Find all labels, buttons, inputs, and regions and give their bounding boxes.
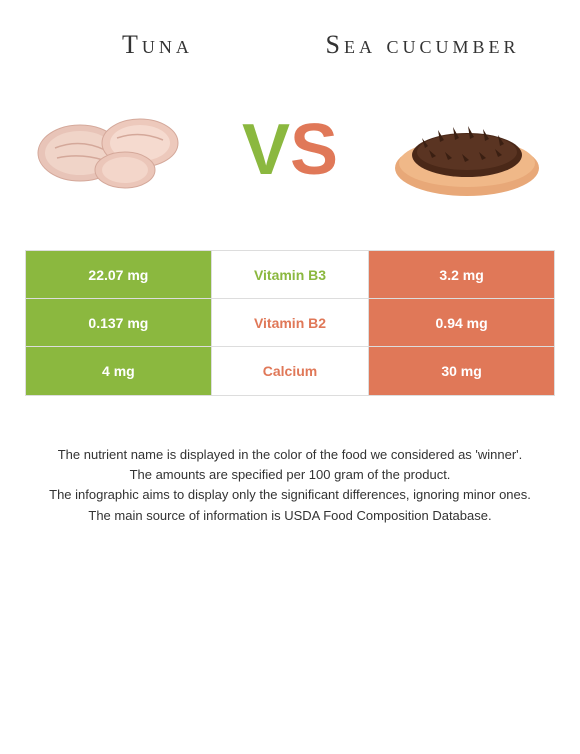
footer: The nutrient name is displayed in the co… [25, 446, 555, 525]
footer-line: The nutrient name is displayed in the co… [35, 446, 545, 464]
cell-right-value: 0.94 mg [369, 299, 554, 346]
images-row: VS [25, 100, 555, 200]
footer-line: The amounts are specified per 100 gram o… [35, 466, 545, 484]
table-row: 4 mg Calcium 30 mg [26, 347, 554, 395]
cell-nutrient: Calcium [211, 347, 369, 395]
cell-left-value: 22.07 mg [26, 251, 211, 298]
title-right: Sea cucumber [290, 30, 555, 60]
table-row: 22.07 mg Vitamin B3 3.2 mg [26, 251, 554, 299]
cell-nutrient: Vitamin B3 [211, 251, 369, 298]
header: Tuna Sea cucumber [25, 30, 555, 60]
cell-left-value: 4 mg [26, 347, 211, 395]
cell-nutrient: Vitamin B2 [211, 299, 369, 346]
cell-right-value: 30 mg [369, 347, 554, 395]
seacucumber-image [390, 100, 545, 200]
nutrient-table: 22.07 mg Vitamin B3 3.2 mg 0.137 mg Vita… [25, 250, 555, 396]
footer-line: The infographic aims to display only the… [35, 486, 545, 504]
footer-line: The main source of information is USDA F… [35, 507, 545, 525]
vs-v: V [242, 109, 290, 191]
cell-left-value: 0.137 mg [26, 299, 211, 346]
title-left: Tuna [25, 30, 290, 60]
tuna-image [35, 100, 190, 200]
vs-label: VS [242, 109, 338, 191]
cell-right-value: 3.2 mg [369, 251, 554, 298]
vs-s: S [290, 109, 338, 191]
table-row: 0.137 mg Vitamin B2 0.94 mg [26, 299, 554, 347]
